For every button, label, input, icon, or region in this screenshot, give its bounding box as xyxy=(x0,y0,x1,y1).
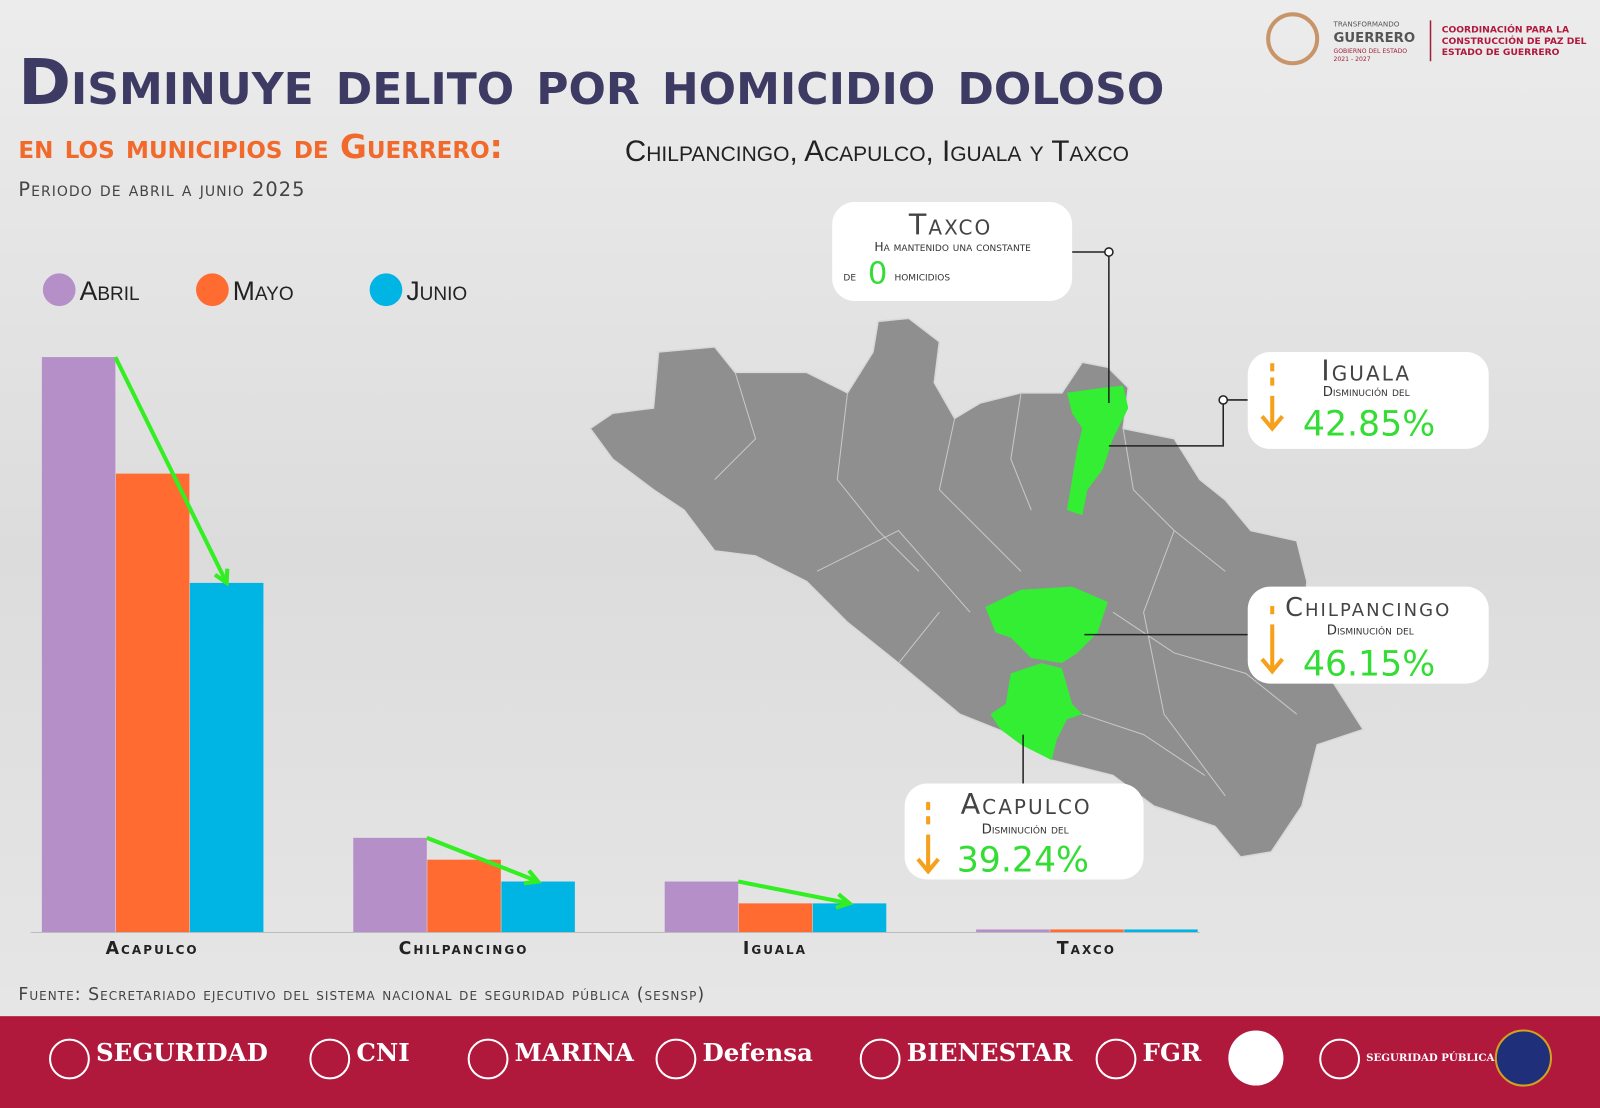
x-tick-label: Taxco xyxy=(1057,939,1116,959)
callout-taxco: Taxco Ha mantenido una constante de 0 ho… xyxy=(832,202,1073,301)
footer: SEGURIDAD CNI MARINA Defensa BIENESTAR FGR SEG… xyxy=(0,1016,1600,1108)
logo-line: GOBIERNO DEL ESTADO xyxy=(1334,48,1408,55)
callout-text: Disminución del xyxy=(1323,385,1410,400)
footer-emblem xyxy=(1228,1030,1284,1086)
trend-arrow xyxy=(737,879,850,906)
footer-emblem xyxy=(49,1038,90,1080)
subtitle-b: Chilpancingo, Acapulco, Iguala y Taxco xyxy=(625,135,1129,168)
x-tick-label: Chilpancingo xyxy=(399,939,529,959)
callout-box xyxy=(904,783,1144,880)
bar xyxy=(812,903,887,933)
legend-swatch xyxy=(196,273,229,307)
callout-title: Chilpancingo xyxy=(1285,593,1451,623)
callout-iguala: Iguala Disminución del 42.85% xyxy=(1247,351,1489,449)
bar xyxy=(115,473,190,933)
state-logo: TRANSFORMANDO GUERRERO GOBIERNO DEL ESTA… xyxy=(1266,12,1587,66)
footer-band xyxy=(0,1016,1600,1108)
legend-label: Mayo xyxy=(233,276,294,306)
callout-value: 42.85% xyxy=(1303,405,1435,445)
callout-value: 46.15% xyxy=(1303,644,1435,684)
trend-arrow xyxy=(113,356,229,584)
title: Disminuye delito por homicidio doloso xyxy=(18,45,1164,119)
callout-box xyxy=(1247,586,1489,684)
logo-line: 2021 - 2027 xyxy=(1334,56,1371,63)
callout-text: Disminución del xyxy=(982,823,1069,838)
guerrero-map xyxy=(589,247,1365,858)
bar-chart: Abril Mayo Junio Acapulco Chilpancingo Iguala… xyxy=(30,273,1200,959)
bar xyxy=(738,903,813,933)
bar xyxy=(501,881,575,933)
logo-line: GUERRERO xyxy=(1334,31,1416,46)
bar xyxy=(976,929,1050,933)
footer-emblem xyxy=(655,1038,697,1080)
logo-line: TRANSFORMANDO xyxy=(1333,20,1400,29)
legend-label: Abril xyxy=(80,276,140,306)
callout-text: homicidios xyxy=(894,270,950,284)
footer-emblem xyxy=(1319,1038,1361,1080)
legend-label: Junio xyxy=(406,276,467,306)
bar xyxy=(1050,929,1124,933)
footer-logo-text: SEGURIDAD xyxy=(96,1038,268,1067)
footer-emblem xyxy=(467,1038,509,1080)
coordination-line: CONSTRUCCIÓN DE PAZ DEL xyxy=(1442,35,1587,47)
callout-chilpancingo: Chilpancingo Disminución del 46.15% xyxy=(1247,586,1489,684)
x-tick-label: Acapulco xyxy=(106,939,199,959)
bar xyxy=(353,837,427,933)
footer-logo-text: CNI xyxy=(356,1038,409,1067)
coordination-line: COORDINACIÓN PARA LA xyxy=(1442,24,1570,36)
trend-arrow-head xyxy=(213,568,230,587)
legend-swatch xyxy=(369,273,403,307)
callout-number: 0 xyxy=(868,257,887,292)
callout-text: de xyxy=(843,270,856,284)
footer-logo-text: SEGURIDAD PÚBLICA xyxy=(1366,1050,1495,1064)
subtitle-a: en los municipios de Guerrero: xyxy=(18,128,502,166)
callout-title: Iguala xyxy=(1321,354,1411,388)
footer-emblem xyxy=(309,1038,351,1080)
bar xyxy=(189,582,264,933)
bar xyxy=(664,881,739,933)
bar xyxy=(1124,929,1198,933)
coordination-line: ESTADO DE GUERRERO xyxy=(1442,47,1560,58)
callout-title: Taxco xyxy=(908,208,992,242)
bar xyxy=(427,859,501,933)
footer-logo-text: FGR xyxy=(1143,1038,1202,1067)
footer-logo-text: BIENESTAR xyxy=(907,1038,1073,1067)
callout-value: 39.24% xyxy=(957,840,1089,880)
footer-emblem xyxy=(1494,1029,1553,1087)
trend-arrow xyxy=(426,835,539,884)
callout-acapulco: Acapulco Disminución del 39.24% xyxy=(904,783,1144,880)
bar xyxy=(41,357,116,933)
callout-box xyxy=(1247,351,1489,449)
callout-text: Disminución del xyxy=(1327,624,1414,639)
callout-box xyxy=(832,202,1073,301)
footer-emblem xyxy=(1095,1038,1137,1080)
period: Periodo de abril a junio 2025 xyxy=(18,178,305,201)
x-tick-label: Iguala xyxy=(743,939,807,959)
callout-text: Ha mantenido una constante xyxy=(874,240,1031,254)
trend-arrow-head xyxy=(523,869,543,886)
trend-arrow-head xyxy=(835,892,854,910)
callout-title: Acapulco xyxy=(961,787,1092,821)
footer-logo-text: Defensa xyxy=(702,1038,813,1067)
legend-swatch xyxy=(42,273,76,307)
source: Fuente: Secretariado ejecutivo del siste… xyxy=(18,985,705,1005)
footer-emblem xyxy=(859,1038,901,1080)
footer-logo-text: MARINA xyxy=(515,1038,635,1067)
